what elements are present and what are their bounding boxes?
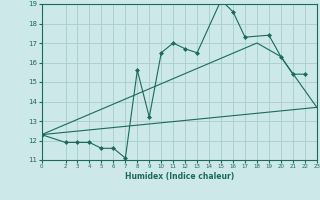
X-axis label: Humidex (Indice chaleur): Humidex (Indice chaleur) [124,172,234,181]
